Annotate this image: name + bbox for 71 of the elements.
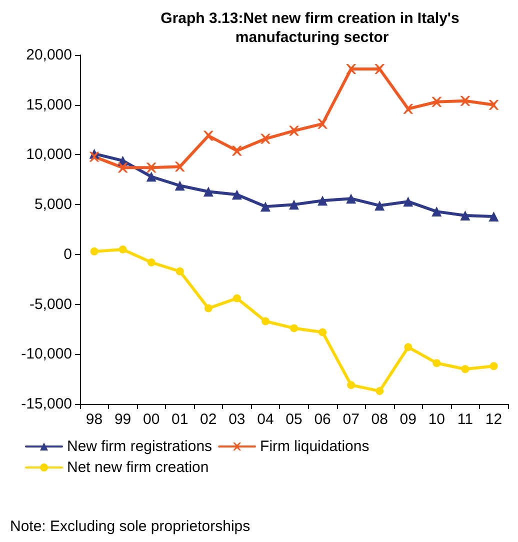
point bbox=[203, 186, 214, 197]
x-tick-label: 12 bbox=[485, 411, 502, 428]
x-tick-label: 07 bbox=[342, 411, 360, 428]
point bbox=[174, 162, 185, 172]
x-tick-label: 10 bbox=[428, 411, 446, 428]
x-tick-label: 98 bbox=[86, 411, 103, 428]
point bbox=[490, 362, 498, 370]
point bbox=[289, 200, 299, 210]
point bbox=[488, 212, 499, 222]
y-tick-label: -15,000 bbox=[21, 396, 72, 412]
y-tick-label: 15,000 bbox=[26, 96, 72, 114]
point bbox=[232, 190, 242, 200]
point bbox=[460, 96, 470, 106]
point bbox=[432, 206, 442, 217]
x-tick-label: 03 bbox=[228, 411, 246, 428]
point bbox=[289, 126, 299, 136]
legend-label: Firm liquidations bbox=[260, 438, 370, 455]
x-tick-label: 04 bbox=[257, 411, 274, 428]
point bbox=[460, 210, 470, 221]
point bbox=[488, 100, 499, 110]
point bbox=[318, 328, 327, 336]
point bbox=[146, 172, 156, 182]
x-tick-label: 09 bbox=[400, 411, 416, 428]
point bbox=[403, 196, 414, 207]
legend-label: New firm registrations bbox=[67, 438, 212, 455]
y-tick-label: -10,000 bbox=[21, 346, 72, 363]
x-tick-label: 02 bbox=[200, 411, 217, 428]
point bbox=[432, 96, 442, 107]
point bbox=[347, 381, 356, 390]
x-tick-label: 00 bbox=[142, 411, 160, 428]
y-tick-label: 5,000 bbox=[34, 196, 72, 214]
legend-label: Net new firm creation bbox=[67, 459, 209, 476]
point bbox=[374, 200, 385, 211]
point bbox=[260, 202, 270, 212]
x-tick-label: 99 bbox=[114, 411, 132, 428]
x-tick-label: 05 bbox=[286, 411, 302, 428]
point bbox=[146, 162, 156, 173]
point bbox=[174, 180, 185, 191]
x-tick-label: 01 bbox=[172, 411, 188, 428]
point bbox=[318, 118, 328, 129]
point bbox=[203, 130, 214, 141]
y-tick-label: 20,000 bbox=[26, 46, 72, 64]
point bbox=[318, 196, 328, 206]
point bbox=[118, 162, 128, 173]
y-tick-label: 0 bbox=[64, 246, 72, 263]
point bbox=[346, 194, 356, 204]
point bbox=[260, 134, 270, 144]
text: Note: Excluding sole proprietorships bbox=[10, 518, 250, 535]
point bbox=[232, 146, 242, 156]
x-tick-label: 11 bbox=[457, 411, 473, 428]
point bbox=[118, 245, 127, 254]
point bbox=[376, 387, 384, 396]
point bbox=[404, 343, 412, 352]
y-tick-label: -5,000 bbox=[29, 296, 72, 313]
point bbox=[290, 324, 298, 332]
point bbox=[147, 258, 156, 266]
y-tick-label: 10,000 bbox=[26, 146, 72, 164]
point bbox=[261, 317, 270, 326]
point bbox=[374, 64, 385, 74]
point bbox=[176, 267, 184, 276]
point bbox=[232, 294, 241, 302]
x-tick-label: 06 bbox=[314, 411, 331, 428]
point bbox=[346, 64, 356, 74]
chart-title: Graph 3.13:Net new firm creation in Italy's manufacturing sector bbox=[160, 10, 460, 46]
point bbox=[432, 359, 441, 368]
point bbox=[461, 365, 470, 374]
point bbox=[90, 247, 98, 256]
point bbox=[204, 304, 212, 312]
x-tick-label: 08 bbox=[371, 411, 388, 428]
point bbox=[89, 152, 100, 162]
point bbox=[403, 104, 414, 114]
